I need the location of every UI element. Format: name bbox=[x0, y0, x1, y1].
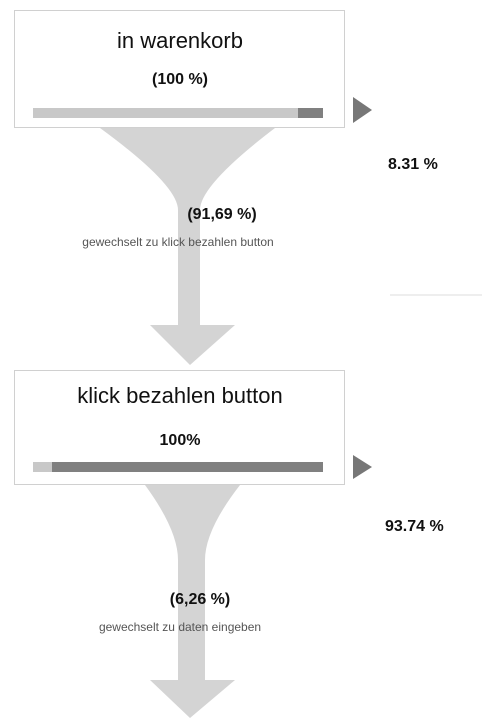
progress-exit bbox=[52, 462, 323, 472]
transition-percent: (6,26 %) bbox=[170, 591, 230, 608]
step-label: in warenkorb bbox=[117, 28, 243, 53]
transition-text: gewechselt zu klick bezahlen button bbox=[82, 235, 273, 249]
progress-bar bbox=[33, 108, 323, 118]
step-percent: (100 %) bbox=[152, 71, 208, 88]
transition-text: gewechselt zu daten eingeben bbox=[99, 620, 261, 634]
progress-exit bbox=[298, 108, 323, 118]
exit-percent: 8.31 % bbox=[388, 156, 438, 173]
exit-arrow bbox=[353, 455, 372, 479]
transition-percent: (91,69 %) bbox=[187, 206, 256, 223]
funnel-flow bbox=[100, 128, 275, 365]
step-percent: 100% bbox=[160, 432, 201, 449]
exit-percent: 93.74 % bbox=[385, 518, 444, 535]
exit-arrow bbox=[353, 97, 372, 123]
step-label: klick bezahlen button bbox=[77, 383, 282, 408]
funnel-flow bbox=[145, 485, 240, 718]
